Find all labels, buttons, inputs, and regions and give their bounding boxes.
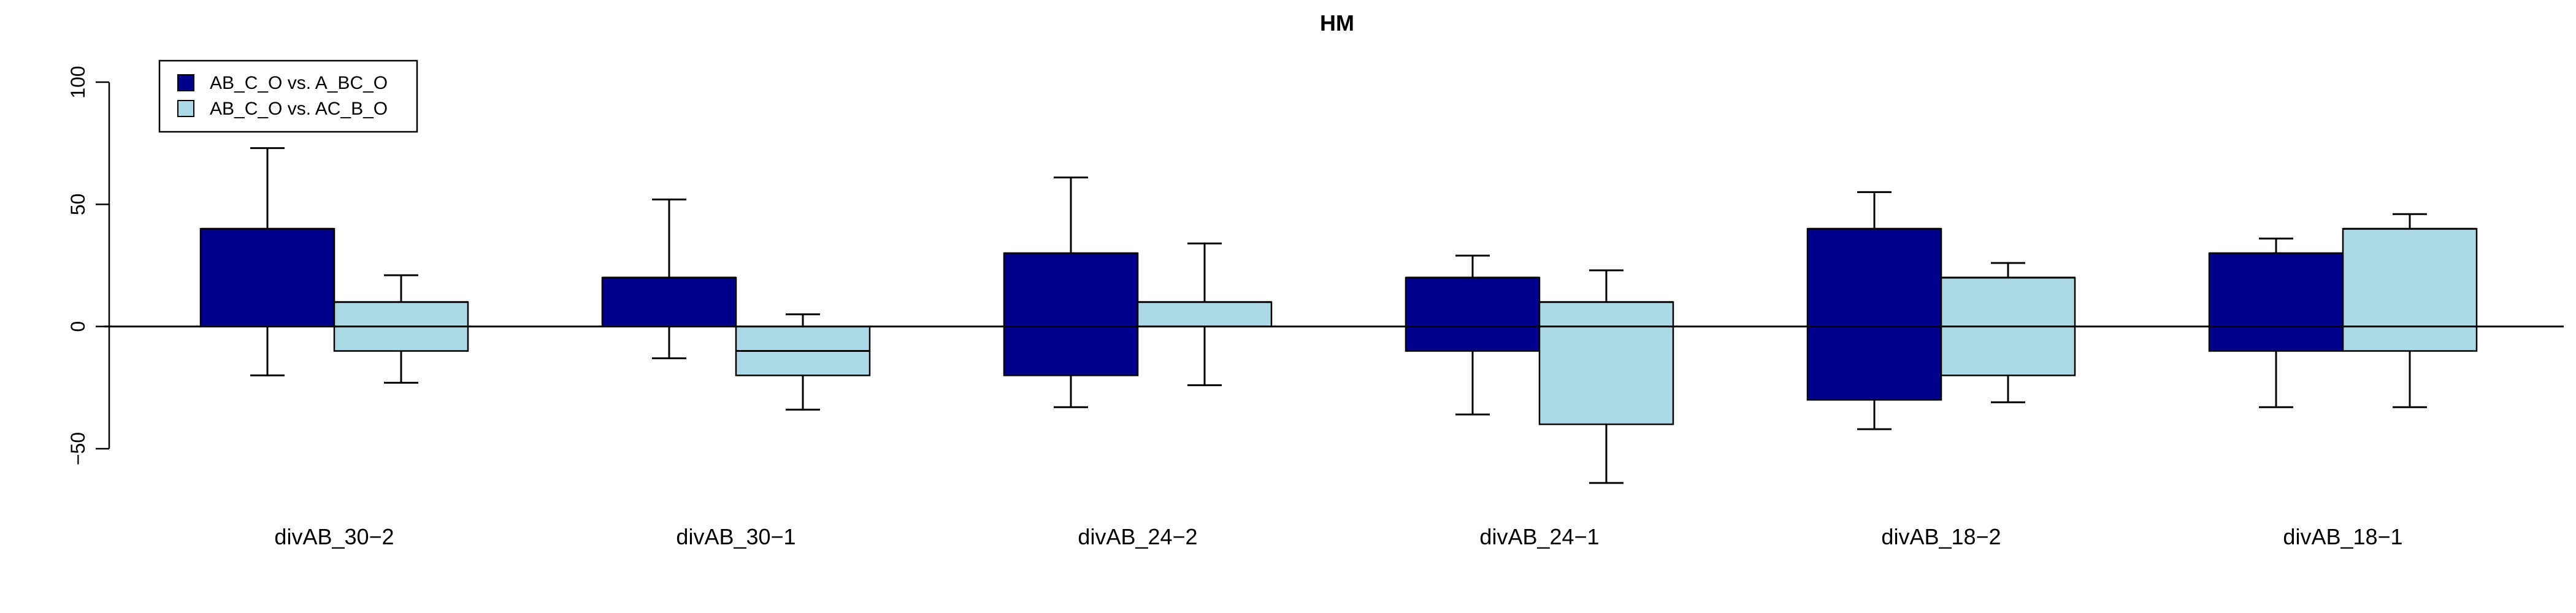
box — [2208, 252, 2344, 352]
box-group — [1405, 254, 1674, 484]
legend-label-series-1: AB_C_O vs. A_BC_O — [210, 73, 388, 93]
box-series-2 — [1137, 242, 1273, 386]
category-label: divAB_24−1 — [1479, 524, 1599, 549]
box — [601, 276, 737, 327]
category-label: divAB_30−1 — [676, 524, 795, 549]
box — [1405, 276, 1541, 352]
box-groups — [199, 147, 2478, 484]
legend-frame — [158, 59, 418, 133]
y-tick-label: −50 — [67, 432, 89, 465]
box — [2342, 227, 2478, 352]
box — [1003, 252, 1139, 376]
box-series-2 — [1538, 269, 1674, 484]
box-series-1 — [601, 198, 737, 359]
box — [1806, 227, 1942, 401]
box-series-1 — [1003, 176, 1139, 408]
legend-label-series-2: AB_C_O vs. AC_B_O — [210, 99, 388, 119]
legend-swatch-series-2 — [177, 100, 194, 117]
box-series-2 — [735, 313, 871, 411]
box — [199, 227, 335, 327]
box-series-2 — [2342, 213, 2478, 408]
category-label: divAB_30−2 — [274, 524, 394, 549]
legend: AB_C_O vs. A_BC_O AB_C_O vs. AC_B_O — [158, 59, 418, 133]
box-group — [601, 198, 871, 411]
y-tick-label: 100 — [67, 66, 89, 98]
category-label: divAB_18−1 — [2283, 524, 2402, 549]
y-tick-label: 50 — [67, 194, 89, 216]
box-series-1 — [1806, 191, 1942, 430]
chart-title: HM — [1320, 10, 1354, 36]
box-group — [1003, 176, 1273, 408]
category-label: divAB_18−2 — [1881, 524, 2001, 549]
box-series-1 — [1405, 254, 1541, 416]
y-tick-label: 0 — [67, 321, 89, 332]
y-axis: −50 0 50 100 — [67, 66, 110, 465]
category-label: divAB_24−2 — [1078, 524, 1197, 549]
box — [1137, 301, 1273, 327]
legend-swatch-series-1 — [177, 74, 194, 91]
category-labels: divAB_30−2 divAB_30−1 divAB_24−2 divAB_24−1… — [274, 524, 2402, 549]
box-group — [2208, 213, 2478, 408]
box — [1538, 301, 1674, 425]
box-series-1 — [199, 147, 335, 376]
